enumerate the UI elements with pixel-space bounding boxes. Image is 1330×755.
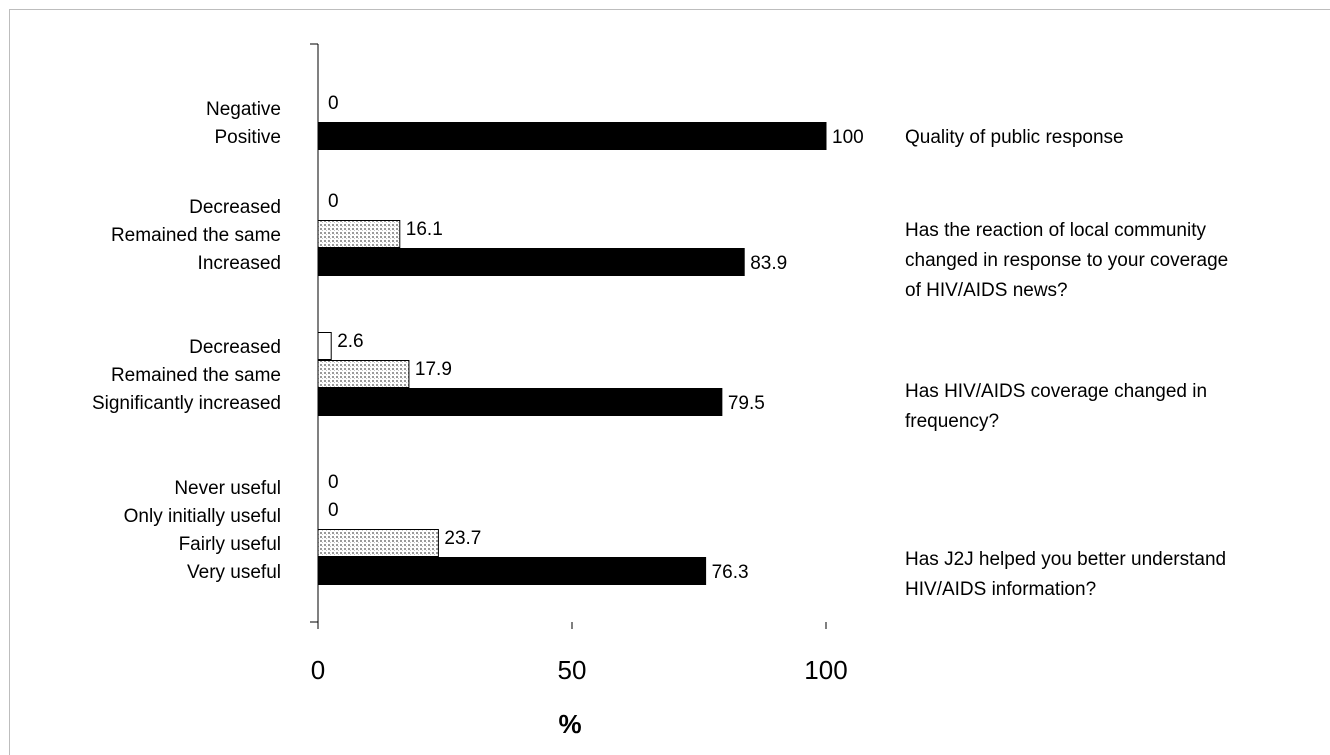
category-label: Significantly increased	[92, 393, 281, 414]
question-label: of HIV/AIDS news?	[905, 280, 1068, 301]
data-label: 83.9	[750, 253, 787, 274]
data-label: 16.1	[406, 219, 443, 240]
bar	[317, 122, 827, 150]
category-label: Remained the same	[111, 365, 281, 386]
data-label: 79.5	[728, 393, 765, 414]
category-label: Remained the same	[111, 225, 281, 246]
data-label: 23.7	[444, 528, 481, 549]
x-tick-label: 50	[558, 655, 587, 685]
bar	[317, 220, 401, 248]
data-label: 0	[328, 500, 339, 521]
bar	[317, 360, 410, 388]
question-label: Has HIV/AIDS coverage changed in	[905, 381, 1207, 402]
x-tick-label: 100	[804, 655, 847, 685]
x-axis-title: %	[558, 709, 581, 739]
bar	[317, 248, 745, 276]
category-label: Very useful	[187, 562, 281, 583]
data-label: 0	[328, 93, 339, 114]
plot-area: 0 50 100% Negative 0 Positive 100 Quality of pu…	[92, 43, 1228, 739]
category-label: Decreased	[189, 197, 281, 218]
question-label: changed in response to your coverage	[905, 250, 1228, 271]
category-label: Positive	[214, 127, 281, 148]
category-label: Never useful	[174, 478, 281, 499]
category-label: Decreased	[189, 337, 281, 358]
chart-frame	[9, 9, 1330, 755]
data-label: 76.3	[712, 562, 749, 583]
question-label: HIV/AIDS information?	[905, 579, 1096, 600]
question-label: frequency?	[905, 411, 999, 432]
data-label: 100	[832, 127, 864, 148]
category-label: Increased	[198, 253, 281, 274]
bar	[317, 529, 439, 557]
category-label: Negative	[206, 99, 281, 120]
data-label: 0	[328, 472, 339, 493]
bar	[317, 332, 332, 360]
data-label: 17.9	[415, 359, 452, 380]
category-label: Fairly useful	[179, 534, 281, 555]
data-label: 0	[328, 191, 339, 212]
category-label: Only initially useful	[124, 506, 281, 527]
question-label: Has J2J helped you better understand	[905, 549, 1226, 570]
bar	[317, 557, 707, 585]
bar	[317, 388, 723, 416]
question-label: Quality of public response	[905, 127, 1124, 148]
x-tick-label: 0	[311, 655, 325, 685]
data-label: 2.6	[337, 331, 363, 352]
question-label: Has the reaction of local community	[905, 220, 1206, 241]
